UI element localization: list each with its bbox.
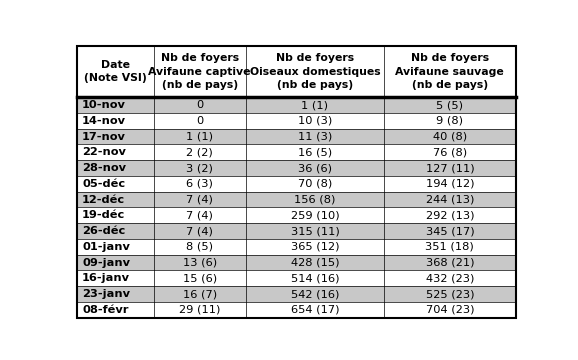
Text: 16 (7): 16 (7) (183, 289, 217, 299)
Bar (77, 270, 516, 286)
Bar (77, 239, 516, 255)
Text: Date
(Note VSI): Date (Note VSI) (84, 60, 146, 83)
Text: 3 (2): 3 (2) (186, 163, 213, 173)
Text: 09-janv: 09-janv (82, 257, 130, 267)
Bar (77, 129, 516, 144)
Text: 542 (16): 542 (16) (291, 289, 339, 299)
Bar (77, 207, 516, 223)
Bar (77, 113, 516, 129)
Text: 345 (17): 345 (17) (425, 226, 474, 236)
Text: Nb de foyers
Avifaune sauvage
(nb de pays): Nb de foyers Avifaune sauvage (nb de pay… (395, 53, 504, 90)
Bar (77, 302, 516, 318)
Text: 15 (6): 15 (6) (183, 273, 217, 283)
Text: 315 (11): 315 (11) (291, 226, 339, 236)
Text: 08-févr: 08-févr (82, 305, 128, 315)
Text: 0: 0 (196, 116, 203, 126)
Text: 1 (1): 1 (1) (186, 132, 213, 141)
Text: 525 (23): 525 (23) (425, 289, 474, 299)
Text: 2 (2): 2 (2) (186, 147, 213, 157)
Text: 368 (21): 368 (21) (425, 257, 474, 267)
Text: 127 (11): 127 (11) (425, 163, 474, 173)
Text: 8 (5): 8 (5) (186, 242, 213, 252)
Text: 26-déc: 26-déc (82, 226, 125, 236)
Text: 05-déc: 05-déc (82, 179, 125, 189)
Text: 29 (11): 29 (11) (179, 305, 220, 315)
Text: 10-nov: 10-nov (82, 100, 126, 110)
Text: 7 (4): 7 (4) (186, 226, 213, 236)
Text: 6 (3): 6 (3) (186, 179, 213, 189)
Text: 40 (8): 40 (8) (433, 132, 467, 141)
Text: 244 (13): 244 (13) (425, 194, 474, 204)
Text: 156 (8): 156 (8) (294, 194, 336, 204)
Text: 0: 0 (196, 100, 203, 110)
Text: 28-nov: 28-nov (82, 163, 126, 173)
Text: 19-déc: 19-déc (82, 210, 125, 220)
Text: 16 (5): 16 (5) (298, 147, 332, 157)
Text: 5 (5): 5 (5) (436, 100, 464, 110)
Text: 01-janv: 01-janv (82, 242, 130, 252)
Text: 13 (6): 13 (6) (183, 257, 217, 267)
Text: 432 (23): 432 (23) (425, 273, 474, 283)
Text: 76 (8): 76 (8) (433, 147, 467, 157)
Bar (77, 192, 516, 207)
Text: 70 (8): 70 (8) (298, 179, 332, 189)
Bar (77, 176, 516, 192)
Text: 22-nov: 22-nov (82, 147, 126, 157)
Text: 351 (18): 351 (18) (425, 242, 474, 252)
Bar (77, 286, 516, 302)
Text: 259 (10): 259 (10) (291, 210, 339, 220)
Text: 16-janv: 16-janv (82, 273, 130, 283)
Text: 9 (8): 9 (8) (436, 116, 464, 126)
Text: 194 (12): 194 (12) (425, 179, 474, 189)
Text: 23-janv: 23-janv (82, 289, 130, 299)
Bar (77, 160, 516, 176)
Text: 36 (6): 36 (6) (298, 163, 332, 173)
Bar (77, 46, 516, 97)
Text: 7 (4): 7 (4) (186, 210, 213, 220)
Text: 654 (17): 654 (17) (291, 305, 339, 315)
Text: 365 (12): 365 (12) (291, 242, 339, 252)
Text: 704 (23): 704 (23) (425, 305, 474, 315)
Bar (77, 97, 516, 113)
Text: 1 (1): 1 (1) (301, 100, 328, 110)
Text: 7 (4): 7 (4) (186, 194, 213, 204)
Text: Nb de foyers
Avifaune captive
(nb de pays): Nb de foyers Avifaune captive (nb de pay… (149, 53, 251, 90)
Bar (77, 144, 516, 160)
Text: 514 (16): 514 (16) (291, 273, 339, 283)
Text: 292 (13): 292 (13) (425, 210, 474, 220)
Text: 11 (3): 11 (3) (298, 132, 332, 141)
Bar (77, 223, 516, 239)
Bar (77, 255, 516, 270)
Text: 17-nov: 17-nov (82, 132, 126, 141)
Text: 10 (3): 10 (3) (298, 116, 332, 126)
Text: 12-déc: 12-déc (82, 194, 125, 204)
Text: 14-nov: 14-nov (82, 116, 126, 126)
Text: 428 (15): 428 (15) (291, 257, 339, 267)
Text: Nb de foyers
Oiseaux domestiques
(nb de pays): Nb de foyers Oiseaux domestiques (nb de … (250, 53, 380, 90)
